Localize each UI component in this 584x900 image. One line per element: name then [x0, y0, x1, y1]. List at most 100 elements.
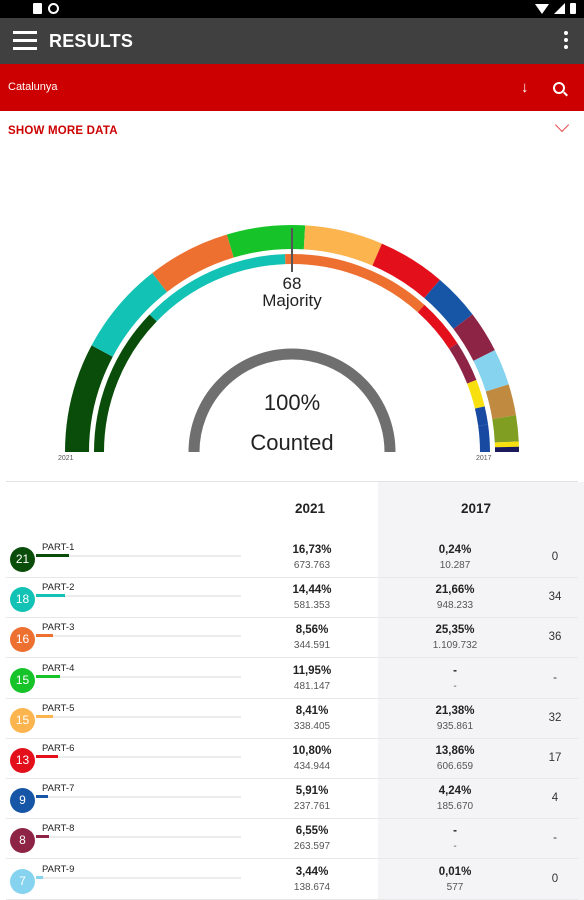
vote-share-bar [36, 835, 49, 839]
region-selector[interactable]: Catalunya [8, 81, 58, 93]
row-divider [6, 858, 578, 860]
vote-share-bar [36, 634, 53, 638]
chevron-down-icon[interactable] [554, 117, 570, 133]
seat-arc-2017 [453, 314, 495, 362]
vote-share-track [36, 555, 241, 557]
seat-arc-2017 [65, 345, 113, 453]
seats-2017: 0 [551, 551, 559, 563]
column-2017-background [378, 482, 584, 900]
table-row[interactable]: 15 PART-5 8,41% 338.405 21,38% 935.861 3… [0, 699, 584, 739]
pct-2017: - [453, 825, 457, 838]
party-name: PART-3 [42, 622, 75, 634]
seat-arc-2017 [492, 415, 519, 443]
seat-arc-2017 [226, 225, 306, 258]
hemicycle-chart [65, 225, 520, 453]
votes-2021: 263.597 [293, 841, 331, 853]
votes-2017: 185.670 [436, 801, 474, 813]
seat-arc-2017 [485, 384, 516, 420]
seat-badge: 16 [10, 627, 35, 653]
seat-badge: 21 [10, 547, 35, 572]
counted-label: Counted [250, 430, 334, 455]
seat-arc-2017 [152, 234, 235, 293]
table-row[interactable]: 9 PART-7 5,91% 237.761 4,24% 185.670 4 [0, 779, 584, 820]
seats-2017: - [553, 671, 557, 684]
seats-2017: 32 [548, 711, 562, 724]
votes-2021: 237.761 [293, 801, 331, 813]
divider [6, 481, 578, 482]
party-name: PART-4 [42, 662, 75, 674]
row-divider [6, 657, 578, 659]
pct-2017: 25,35% [435, 624, 475, 637]
sync-icon [48, 3, 59, 14]
votes-2017: 577 [446, 881, 464, 893]
row-divider [6, 778, 578, 779]
pct-2017: - [453, 664, 457, 677]
seat-arc-2021 [474, 406, 489, 426]
seat-arc-2021 [478, 424, 490, 453]
arrow-down-icon[interactable]: ↓ [521, 79, 529, 96]
seats-2017: 36 [548, 631, 562, 644]
counted-arc [188, 348, 396, 453]
votes-2017: 10.287 [439, 560, 471, 571]
vote-share-bar [36, 554, 69, 557]
seat-badge: 18 [10, 587, 35, 613]
vote-share-track [36, 715, 241, 718]
seats-2017: - [553, 832, 557, 845]
seat-arc-2017 [473, 350, 509, 392]
votes-2021: 338.405 [293, 720, 331, 732]
row-divider [6, 737, 578, 739]
table-row[interactable]: 18 PART-2 14,44% 581.353 21,66% 948.233 … [0, 578, 584, 619]
seat-badge: 13 [10, 748, 35, 773]
seats-2017: 34 [548, 591, 562, 604]
vote-share-bar [36, 594, 65, 598]
seat-arc-2021 [449, 343, 477, 384]
party-name: PART-1 [42, 542, 75, 553]
party-name: PART-5 [42, 702, 75, 714]
seat-arc-2021 [94, 314, 157, 453]
table-row[interactable]: 15 PART-4 11,95% 481.147 - - - [0, 659, 584, 699]
table-row[interactable]: 7 PART-9 3,44% 138.674 0,01% 577 0 [0, 860, 584, 900]
pct-2017: 4,24% [438, 785, 472, 798]
pct-2021: 8,56% [295, 624, 329, 637]
row-divider [6, 697, 578, 699]
table-row[interactable]: 13 PART-6 10,80% 434.944 13,86% 606.659 … [0, 739, 584, 779]
show-more-data-link[interactable]: SHOW MORE DATA [8, 125, 118, 137]
table-row[interactable]: 8 PART-8 6,55% 263.597 - - - [0, 819, 584, 860]
vote-share-bar [36, 714, 53, 718]
party-name: PART-6 [42, 743, 75, 754]
column-header-2017: 2017 [461, 501, 492, 516]
seat-badge: 7 [10, 868, 35, 894]
votes-2021: 581.353 [293, 600, 331, 612]
seat-arc-2021 [467, 379, 485, 409]
status-bar [0, 0, 584, 18]
inner-ring-year: 2021 [58, 455, 74, 462]
votes-2021: 673.763 [293, 560, 331, 571]
column-header-2021: 2021 [295, 501, 326, 516]
votes-2017: - [453, 841, 457, 853]
party-name: PART-8 [42, 823, 75, 835]
pct-2017: 0,01% [438, 865, 472, 878]
pct-2017: 21,66% [435, 584, 475, 597]
majority-seats: 68 [282, 274, 302, 293]
vote-share-bar [36, 755, 58, 758]
table-row[interactable]: 21 PART-1 16,73% 673.763 0,24% 10.287 0 [0, 538, 584, 578]
vote-share-bar [36, 674, 60, 678]
pct-2017: 13,86% [435, 745, 475, 757]
menu-icon[interactable] [13, 31, 37, 51]
pct-2021: 8,41% [295, 704, 329, 717]
vote-share-track [36, 756, 241, 758]
region-bar: Catalunya ↓ [0, 64, 584, 111]
seat-arc-2021 [149, 254, 286, 322]
table-row[interactable]: 16 PART-3 8,56% 344.591 25,35% 1.109.732… [0, 618, 584, 659]
seat-arc-2021 [285, 254, 425, 313]
pct-2021: 3,44% [295, 865, 329, 878]
vote-share-track [36, 796, 241, 799]
party-name: PART-9 [42, 863, 75, 875]
votes-2017: 935.861 [436, 720, 474, 732]
seats-2017: 0 [551, 872, 559, 885]
votes-2017: 948.233 [436, 600, 474, 612]
majority-label: Majority [262, 291, 322, 310]
search-icon[interactable] [553, 82, 565, 94]
overflow-icon[interactable] [564, 31, 568, 52]
vote-share-track [36, 876, 241, 879]
